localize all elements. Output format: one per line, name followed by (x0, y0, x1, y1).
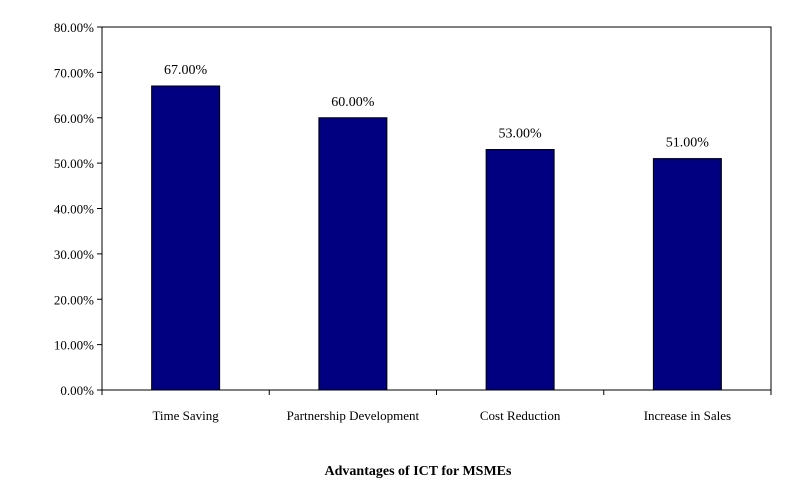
y-tick-label: 60.00% (54, 111, 94, 126)
data-labels: 67.00% 60.00% 53.00% 51.00% (164, 63, 709, 151)
y-tick-label: 80.00% (54, 20, 94, 35)
data-label: 53.00% (499, 127, 543, 142)
x-tick-label: Time Saving (152, 408, 219, 423)
bar (318, 117, 388, 391)
data-label: 51.00% (666, 136, 710, 151)
bar (151, 85, 221, 391)
y-tick-label: 0.00% (60, 383, 94, 398)
y-tick-label: 70.00% (54, 65, 94, 80)
x-tick-label: Partnership Development (287, 408, 420, 423)
y-axis: 0.00% 10.00% 20.00% 30.00% 40.00% 50.00% 60.00… (54, 20, 102, 398)
data-label: 60.00% (331, 95, 375, 110)
x-axis: Time Saving Partnership Development Cost R… (101, 390, 772, 423)
y-tick-label: 30.00% (54, 247, 94, 262)
data-label: 67.00% (164, 63, 208, 78)
y-tick-label: 20.00% (54, 292, 94, 307)
y-tick-label: 40.00% (54, 202, 94, 217)
y-tick-label: 50.00% (54, 156, 94, 171)
bars (151, 85, 722, 391)
bar (652, 158, 722, 391)
x-tick-label: Increase in Sales (644, 408, 731, 423)
y-tick-label: 10.00% (54, 338, 94, 353)
bar (485, 149, 555, 391)
x-tick-label: Cost Reduction (480, 408, 561, 423)
chart-title: Advantages of ICT for MSMEs (325, 464, 512, 479)
